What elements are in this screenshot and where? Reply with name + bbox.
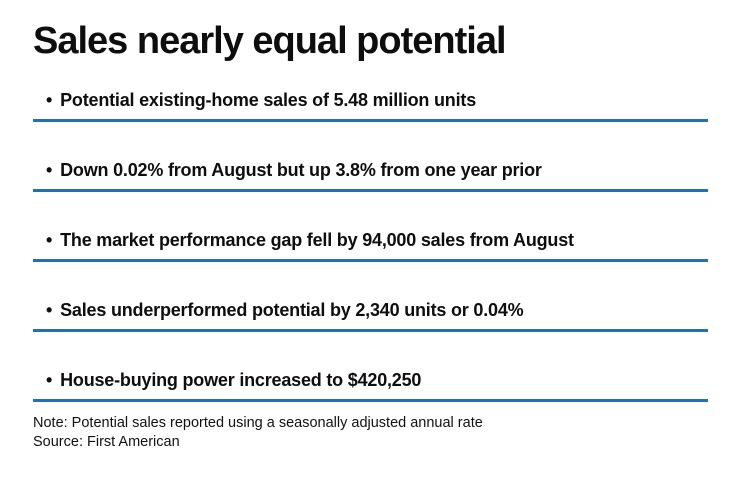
bullet-dot: •	[46, 369, 53, 390]
bullet-text: House-buying power increased to $420,250	[60, 369, 422, 390]
bullet-text: Down 0.02% from August but up 3.8% from …	[60, 159, 542, 180]
bullet-item: • The market performance gap fell by 94,…	[33, 192, 708, 262]
bullet-text: Potential existing-home sales of 5.48 mi…	[60, 89, 477, 110]
bullet-list: • Potential existing-home sales of 5.48 …	[33, 52, 708, 402]
bullet-dot: •	[46, 299, 53, 320]
bullet-item: • House-buying power increased to $420,2…	[33, 332, 708, 402]
bullet-text: The market performance gap fell by 94,00…	[60, 229, 574, 250]
bullet-dot: •	[46, 229, 53, 250]
source-text: Source: First American	[33, 433, 180, 450]
page-title: Sales nearly equal potential	[33, 20, 507, 62]
bullet-text: Sales underperformed potential by 2,340 …	[60, 299, 524, 320]
note-text: Note: Potential sales reported using a s…	[33, 414, 483, 431]
bullet-dot: •	[46, 159, 53, 180]
footnotes: Note: Potential sales reported using a s…	[33, 414, 708, 452]
bullet-item: • Sales underperformed potential by 2,34…	[33, 262, 708, 332]
bullet-item: • Potential existing-home sales of 5.48 …	[33, 52, 708, 122]
bullet-item: • Down 0.02% from August but up 3.8% fro…	[33, 122, 708, 192]
bullet-dot: •	[46, 89, 53, 110]
